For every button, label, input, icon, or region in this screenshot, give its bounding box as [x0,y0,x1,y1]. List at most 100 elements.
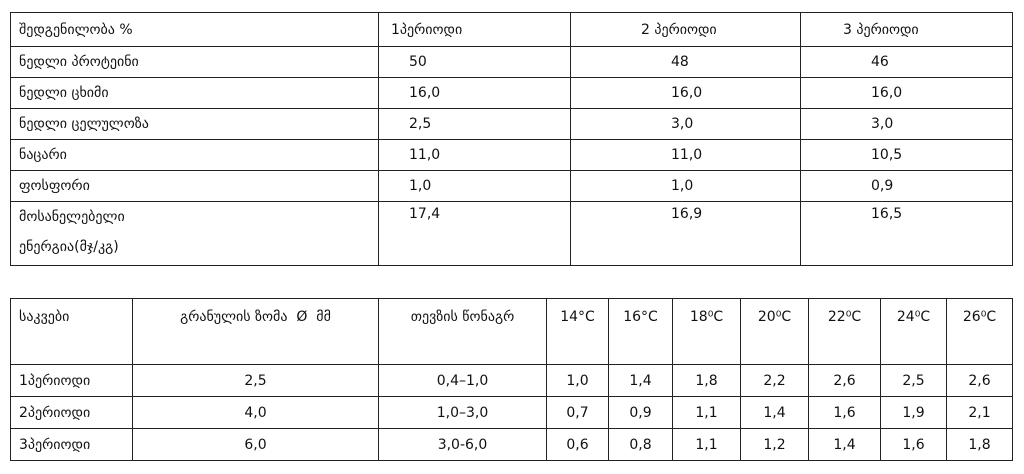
table-cell: 11,0 [378,139,571,171]
table-row: ფოსფორი 1,0 1,0 0,9 [10,170,1013,202]
table-cell: 0,9 [800,170,1013,202]
table-cell: ნედლი ცხიმი [10,77,379,109]
table-cell: გრანულის ზომა Ø მმ [132,298,379,365]
table-cell: 18⁰C [672,298,741,365]
table-cell: 48 [570,46,801,78]
table-cell: 2,1 [946,396,1013,429]
cell-text: 10,5 [871,147,903,163]
cell-text: 1,0–3,0 [436,404,489,421]
cell-text: საკვები [19,309,70,325]
table-cell: 2,5 [132,364,379,397]
table-row: ნედლი ცელულოზა 2,5 3,0 3,0 [10,108,1013,140]
table-row: ნედლი ცხიმი 16,0 16,0 16,0 [10,77,1013,109]
cell-text: 1,8 [695,372,718,389]
table-cell: 16,0 [378,77,571,109]
table-cell: 26⁰C [946,298,1013,365]
cell-text: 3,0 [671,116,694,132]
cell-text: 2,5 [244,372,267,389]
table-row: 1პერიოდი 2,5 0,4–1,0 1,0 1,4 1,8 2,2 2,6 2,5 2,6 [10,364,1013,397]
table-cell: 11,0 [570,139,801,171]
cell-text: 16,5 [871,206,903,222]
cell-text: 2,5 [902,372,925,389]
table-cell: 1,4 [740,396,809,429]
cell-text: 1,4 [833,436,856,453]
table-cell: 22⁰C [808,298,881,365]
cell-text: 1,8 [968,436,991,453]
cell-text: 1,6 [833,404,856,421]
cell-text: 16°C [623,309,658,325]
table-cell: 1,0 [546,364,609,397]
table-cell: 1,0–3,0 [378,396,547,429]
table-cell: საკვები [10,298,133,365]
cell-text: 2,6 [968,372,991,389]
table-cell: 1,6 [808,396,881,429]
table-cell: მოსანელებელი ენერგია(მჯ/კგ) [10,201,379,266]
cell-text: 3პერიოდი [19,436,91,453]
table-cell: შედგენილობა % [10,12,379,47]
cell-text: 48 [671,54,689,70]
cell-text: 1,4 [629,372,652,389]
cell-text: 17,4 [409,206,441,222]
cell-text: გრანულის ზომა Ø მმ [180,309,331,325]
table-cell: ნედლი ცელულოზა [10,108,379,140]
table-cell: 2,2 [740,364,809,397]
cell-text: 46 [871,54,889,70]
cell-text: 18⁰C [689,309,724,325]
cell-text: 0,4–1,0 [436,372,489,389]
cell-text: 1,0 [409,178,432,194]
table-cell: 0,6 [546,428,609,461]
table-row: 3პერიოდი 6,0 3,0-6,0 0,6 0,8 1,1 1,2 1,4 1,6 1,8 [10,428,1013,461]
cell-text: 1,4 [763,404,786,421]
cell-text: ნედლი პროტეინი [19,54,139,70]
table-cell: 1პერიოდი [10,364,133,397]
cell-text: 1პერიოდი [391,21,463,38]
cell-text: 1,1 [695,436,718,453]
cell-text: ნედლი ცხიმი [19,85,109,101]
table-cell: 17,4 [378,201,571,266]
cell-text: 1,9 [902,404,925,421]
cell-text: 0,9 [629,404,652,421]
table-cell: 16,9 [570,201,801,266]
table-cell: 1,1 [672,396,741,429]
table-cell: ფოსფორი [10,170,379,202]
table-cell: 14°C [546,298,609,365]
cell-text: 1,1 [695,404,718,421]
table-cell: 3 პერიოდი [800,12,1013,47]
table-row: ნედლი პროტეინი 50 48 46 [10,46,1013,78]
table-cell: 1,0 [570,170,801,202]
table-row: ნაცარი 11,0 11,0 10,5 [10,139,1013,171]
cell-text: 1,0 [566,372,589,389]
header-row: საკვები გრანულის ზომა Ø მმ თევზის წონაგრ 14… [10,298,1013,365]
cell-text: თევზის წონაგრ [410,309,515,325]
feeding-table: საკვები გრანულის ზომა Ø მმ თევზის წონაგრ 14… [10,298,1013,461]
table-cell: 46 [800,46,1013,78]
cell-text: 2პერიოდი [19,404,91,421]
cell-text: 3 პერიოდი [843,21,919,38]
cell-text: 22⁰C [827,309,862,325]
table-row: მოსანელებელი ენერგია(მჯ/კგ) 17,4 16,9 16,5 [10,201,1013,266]
cell-text: მოსანელებელი [19,209,125,225]
table-cell: 4,0 [132,396,379,429]
cell-text: 14°C [560,309,595,325]
table-row: 2პერიოდი 4,0 1,0–3,0 0,7 0,9 1,1 1,4 1,6 1,9 2,1 [10,396,1013,429]
cell-text: 1პერიოდი [19,372,91,389]
table-cell: ნაცარი [10,139,379,171]
table-cell: 2,6 [808,364,881,397]
table-cell: 3პერიოდი [10,428,133,461]
cell-text: 2,6 [833,372,856,389]
table-cell: 16,5 [800,201,1013,266]
cell-text: 0,8 [629,436,652,453]
cell-text: 16,0 [671,85,703,101]
table-cell: 0,4–1,0 [378,364,547,397]
table-cell: 1,8 [946,428,1013,461]
table-cell: 1,2 [740,428,809,461]
table-cell: 2 პერიოდი [570,12,801,47]
table-cell: 24⁰C [880,298,947,365]
table-cell: 16,0 [800,77,1013,109]
table-cell: 1,0 [378,170,571,202]
cell-text: ენერგია(მჯ/კგ) [19,239,119,255]
cell-text: 16,9 [671,206,703,222]
cell-text: შედგენილობა % [19,21,133,38]
table-cell: 16°C [608,298,673,365]
